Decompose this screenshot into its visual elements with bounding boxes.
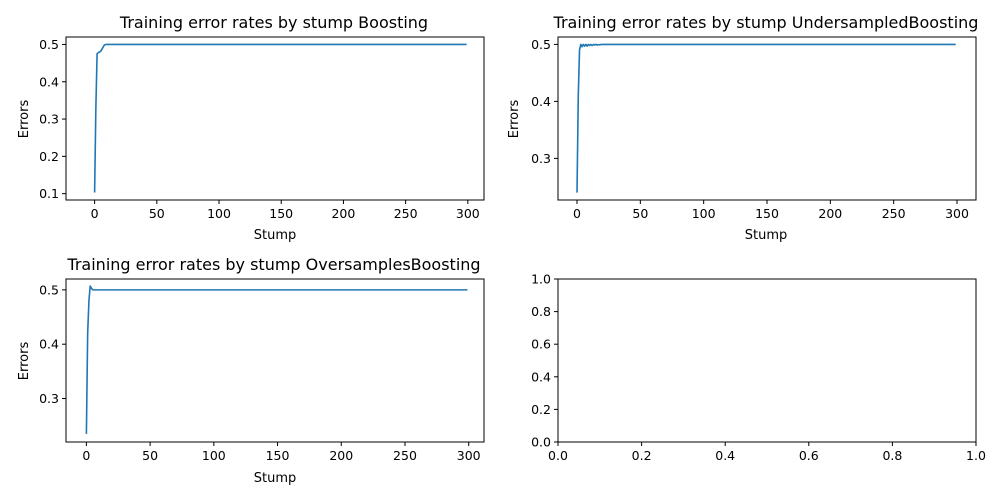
y-tick-label: 0.4 <box>39 337 59 352</box>
plot-area <box>557 36 977 201</box>
y-tick-label: 0.4 <box>531 94 551 109</box>
x-tick-label: 0.0 <box>548 448 568 463</box>
plot-area <box>65 278 485 443</box>
y-tick-label: 1.0 <box>531 272 551 287</box>
series-group <box>576 43 956 193</box>
y-tick-label: 0.3 <box>39 391 59 406</box>
series-group <box>93 43 467 193</box>
y-tick-label: 0.5 <box>39 37 59 52</box>
y-tick-label: 0.5 <box>39 282 59 297</box>
subplot-oversamples-boosting: Training error rates by stump Oversample… <box>17 255 485 486</box>
x-tick-label: 300 <box>945 206 969 221</box>
x-tick-label: 0 <box>573 206 581 221</box>
chart-title: Training error rates by stump Boosting <box>119 13 428 32</box>
x-tick-label: 200 <box>329 448 353 463</box>
x-tick-label: 300 <box>457 448 481 463</box>
x-tick-label: 50 <box>632 206 648 221</box>
y-axis-label: Errors <box>17 100 32 139</box>
plot-area <box>65 36 485 201</box>
axis-ticks: 0 50 100 150 200 250 300 0.3 0.4 0.5 <box>531 37 969 221</box>
y-tick-label: 0.4 <box>531 369 551 384</box>
x-tick-label: 0 <box>82 448 90 463</box>
x-tick-label: 150 <box>755 206 779 221</box>
y-tick-label: 0.8 <box>531 304 551 319</box>
x-tick-label: 100 <box>202 448 226 463</box>
x-tick-label: 100 <box>207 206 231 221</box>
axis-ticks: 0.0 0.2 0.4 0.6 0.8 1.0 0.0 0.2 0.4 0.6 0.8 1.0 <box>531 272 986 464</box>
x-tick-label: 1.0 <box>966 448 986 463</box>
series-line <box>576 43 956 193</box>
series-line <box>93 43 467 193</box>
x-tick-label: 200 <box>818 206 842 221</box>
x-tick-label: 0.8 <box>882 448 902 463</box>
y-tick-label: 0.1 <box>39 186 59 201</box>
x-tick-label: 250 <box>394 206 418 221</box>
y-tick-label: 0.2 <box>39 149 59 164</box>
chart-title: Training error rates by stump Undersampl… <box>553 13 979 32</box>
plot-area <box>557 278 977 443</box>
x-tick-label: 200 <box>331 206 355 221</box>
x-tick-label: 50 <box>142 448 158 463</box>
x-tick-label: 0.6 <box>799 448 819 463</box>
x-tick-label: 0.4 <box>715 448 735 463</box>
x-tick-label: 50 <box>149 206 165 221</box>
series-line <box>85 285 468 434</box>
x-tick-label: 150 <box>269 206 293 221</box>
y-tick-label: 0.2 <box>531 402 551 417</box>
x-tick-label: 300 <box>456 206 480 221</box>
x-axis-label: Stump <box>745 228 788 243</box>
x-tick-label: 250 <box>882 206 906 221</box>
y-tick-label: 0.6 <box>531 337 551 352</box>
y-tick-label: 0.3 <box>531 151 551 166</box>
x-axis-label: Stump <box>254 471 297 486</box>
x-tick-label: 250 <box>393 448 417 463</box>
y-tick-label: 0.3 <box>39 112 59 127</box>
subplot-empty: 0.0 0.2 0.4 0.6 0.8 1.0 0.0 0.2 0.4 0.6 0.8 1.0 <box>531 272 986 464</box>
y-axis-label: Errors <box>17 342 32 381</box>
chart-title: Training error rates by stump Oversample… <box>66 255 480 274</box>
x-tick-label: 0 <box>91 206 99 221</box>
axis-ticks: 0 50 100 150 200 250 300 0.3 0.4 0.5 <box>39 282 481 463</box>
series-group <box>85 285 468 434</box>
subplot-undersampled-boosting: Training error rates by stump Undersampl… <box>507 13 978 243</box>
x-tick-label: 150 <box>266 448 290 463</box>
x-axis-label: Stump <box>254 228 297 243</box>
x-tick-label: 0.2 <box>632 448 652 463</box>
axis-ticks: 0 50 100 150 200 250 300 0.1 0.2 0.3 0.4 0.5 <box>39 37 480 221</box>
x-tick-label: 100 <box>692 206 716 221</box>
y-tick-label: 0.0 <box>531 435 551 450</box>
y-axis-label: Errors <box>507 100 522 139</box>
subplot-boosting: Training error rates by stump Boosting 0… <box>17 13 485 243</box>
y-tick-label: 0.4 <box>39 74 59 89</box>
y-tick-label: 0.5 <box>531 37 551 52</box>
